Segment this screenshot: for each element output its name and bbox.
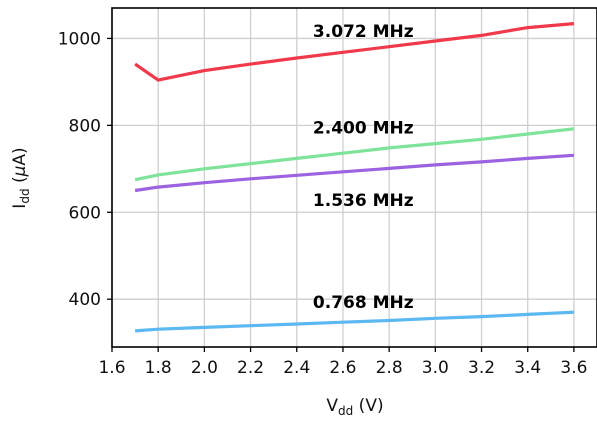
- series-label: 3.072 MHz: [313, 22, 414, 42]
- series-label: 1.536 MHz: [313, 191, 414, 211]
- x-tick-label: 3.2: [468, 358, 495, 378]
- x-tick-label: 2.2: [237, 358, 264, 378]
- series-line: [134, 310, 574, 333]
- y-tick-label: 400: [69, 290, 101, 310]
- series-line: [134, 127, 575, 182]
- series-line: [134, 153, 575, 193]
- x-tick-label: 2.4: [283, 358, 310, 378]
- series-labels: 3.072 MHz 2.400 MHz 1.536 MHz 0.768 MHz: [313, 22, 414, 313]
- x-tick-label: 1.6: [98, 358, 125, 378]
- series-line: [134, 22, 575, 82]
- y-tick-label: 600: [69, 203, 101, 223]
- y-axis-label: Idd (μA): [10, 147, 32, 208]
- x-tick-label: 3.6: [560, 358, 587, 378]
- x-tick-label: 2.0: [191, 358, 218, 378]
- x-tick-label: 2.8: [376, 358, 403, 378]
- series-lines: [134, 22, 575, 333]
- y-tick-label: 800: [69, 116, 101, 136]
- gridlines: [111, 8, 597, 347]
- x-tick-label: 1.8: [145, 358, 172, 378]
- plot-frame: [111, 7, 597, 348]
- y-tick-label: 1000: [58, 29, 101, 49]
- series-label: 0.768 MHz: [313, 293, 414, 313]
- x-axis-label: Vdd (V): [326, 396, 383, 418]
- x-tick-label: 3.0: [422, 358, 449, 378]
- axis-ticks: 1.6 1.8 2.0 2.2 2.4 2.6 2.8 3.0 3.2 3.4 3.6 400 600 8…: [58, 29, 588, 378]
- series-label: 2.400 MHz: [313, 119, 414, 139]
- x-tick-label: 3.4: [514, 358, 541, 378]
- x-tick-label: 2.6: [329, 358, 356, 378]
